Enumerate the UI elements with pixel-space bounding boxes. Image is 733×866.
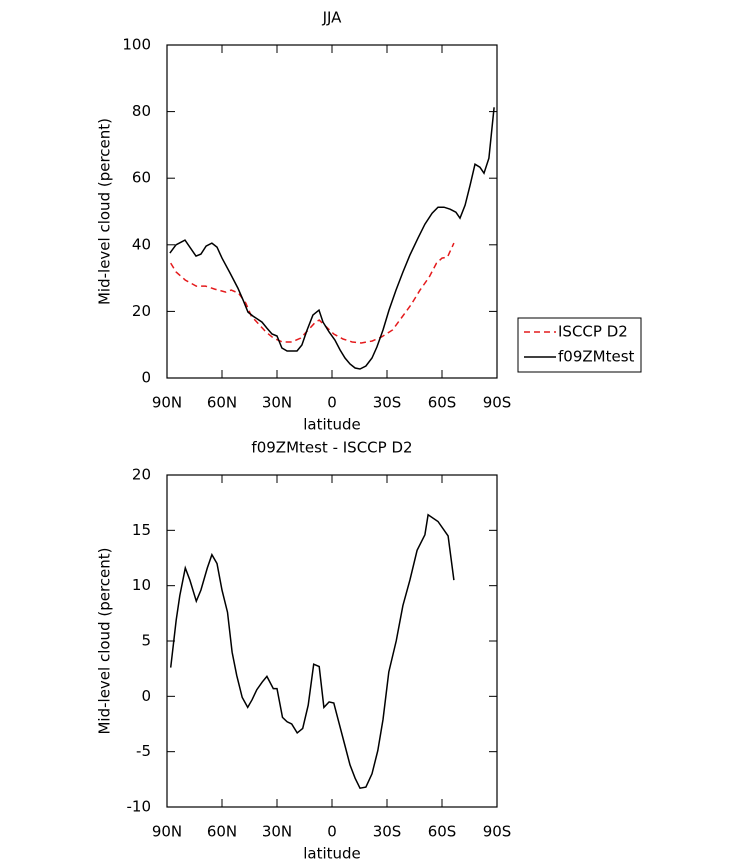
legend-label: f09ZMtest xyxy=(558,348,635,366)
legend-label: ISCCP D2 xyxy=(558,323,628,341)
x-tick-label: 30N xyxy=(262,823,292,841)
y-tick-label: 100 xyxy=(122,36,151,54)
y-axis-label: Mid-level cloud (percent) xyxy=(96,118,114,305)
legend-box xyxy=(517,317,642,373)
y-tick-label: 80 xyxy=(132,102,151,120)
y-tick-label: 20 xyxy=(132,302,151,320)
x-tick-label: 60S xyxy=(428,823,457,841)
y-tick-label: -10 xyxy=(127,798,152,816)
chart-title: f09ZMtest - ISCCP D2 xyxy=(251,439,412,457)
x-tick-label: 0 xyxy=(327,394,337,412)
x-tick-label: 60N xyxy=(207,823,237,841)
x-tick-label: 90S xyxy=(483,394,512,412)
data-line xyxy=(169,107,495,370)
y-tick-label: 40 xyxy=(132,235,151,253)
y-tick-label: 15 xyxy=(132,521,151,539)
chart-title: JJA xyxy=(322,9,343,27)
x-axis-label: latitude xyxy=(303,416,361,434)
y-tick-label: 60 xyxy=(132,169,151,187)
x-tick-label: 30N xyxy=(262,394,292,412)
data-line xyxy=(169,513,455,790)
x-tick-label: 30S xyxy=(373,394,402,412)
x-tick-label: 60N xyxy=(207,394,237,412)
plot-frame xyxy=(166,474,498,808)
y-tick-label: 10 xyxy=(132,576,151,594)
x-axis-label: latitude xyxy=(303,845,361,863)
y-tick-label: -5 xyxy=(136,742,151,760)
x-tick-label: 0 xyxy=(327,823,337,841)
y-tick-label: 20 xyxy=(132,466,151,484)
plot-frame xyxy=(166,44,498,379)
y-tick-label: 5 xyxy=(141,632,151,650)
x-tick-label: 90N xyxy=(152,394,182,412)
x-tick-label: 60S xyxy=(428,394,457,412)
x-tick-label: 90N xyxy=(152,823,182,841)
y-axis-label: Mid-level cloud (percent) xyxy=(96,547,114,734)
y-tick-label: 0 xyxy=(141,687,151,705)
x-tick-label: 90S xyxy=(483,823,512,841)
x-tick-label: 30S xyxy=(373,823,402,841)
y-tick-label: 0 xyxy=(141,369,151,387)
data-line xyxy=(170,242,455,344)
